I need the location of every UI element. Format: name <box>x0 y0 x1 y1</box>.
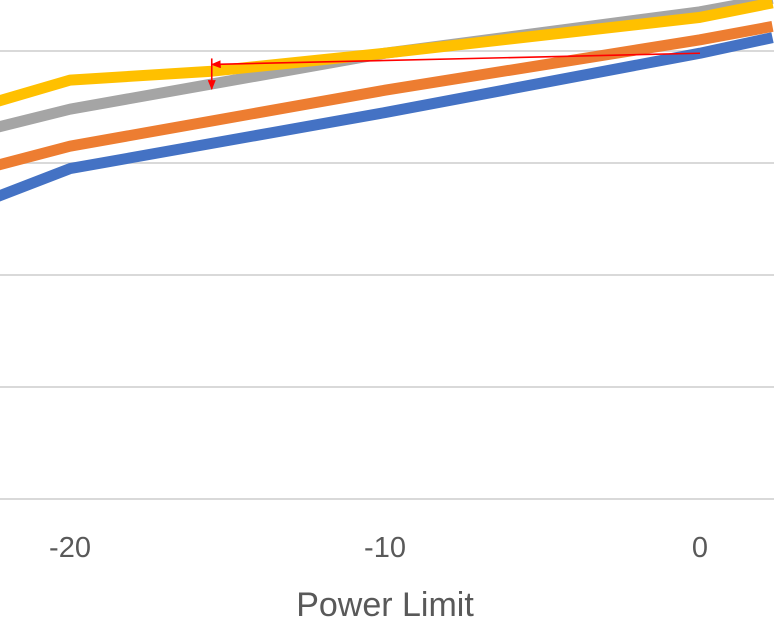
series-line-blue <box>0 32 774 202</box>
x-axis-ticks: -20 -10 0 <box>49 532 708 564</box>
x-tick-label: 0 <box>692 532 708 564</box>
annotation-arrow <box>207 52 701 91</box>
x-tick-label: -10 <box>364 532 406 564</box>
x-tick-label: -20 <box>49 532 91 564</box>
series-line-orange <box>0 20 774 171</box>
gridlines <box>0 50 774 500</box>
series-lines <box>0 0 774 202</box>
x-axis-title: Power Limit <box>296 586 474 624</box>
annotation-arrow-horizontal <box>210 52 701 69</box>
